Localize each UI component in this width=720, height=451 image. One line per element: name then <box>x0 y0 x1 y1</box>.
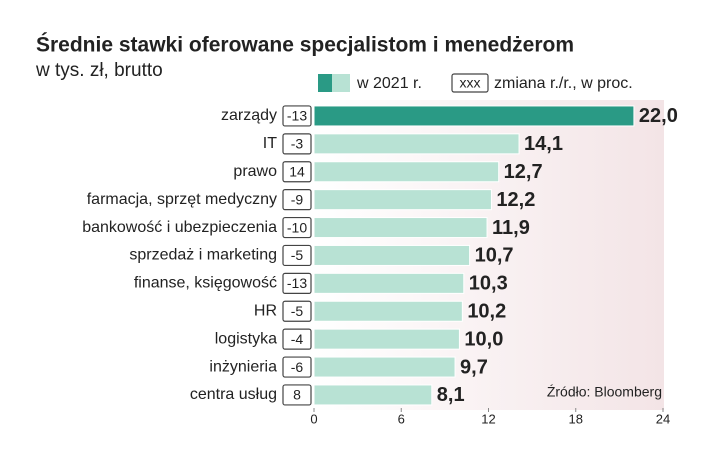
x-tick-label: 0 <box>310 411 317 426</box>
x-tick-label: 18 <box>569 411 583 426</box>
category-label: centra usług <box>190 386 277 403</box>
legend-swatch <box>332 74 350 92</box>
value-label: 9,7 <box>460 356 488 378</box>
category-label: sprzedaż i marketing <box>129 247 277 264</box>
category-label: prawo <box>233 163 277 180</box>
category-label: bankowość i ubezpieczenia <box>82 219 277 236</box>
value-label: 12,7 <box>504 161 543 183</box>
x-tick-label: 12 <box>481 411 495 426</box>
change-label: 8 <box>293 387 301 403</box>
change-label: -5 <box>291 303 304 319</box>
bar <box>313 133 520 155</box>
change-box <box>282 216 312 239</box>
bar <box>313 356 456 378</box>
category-label: IT <box>263 135 277 152</box>
change-box <box>282 356 312 378</box>
change-box <box>282 133 312 155</box>
value-label: 8,1 <box>437 384 465 406</box>
bar <box>313 300 463 322</box>
legend-sample: xxx <box>460 75 481 91</box>
change-box <box>282 300 312 322</box>
bar <box>313 161 500 183</box>
bar <box>313 272 465 294</box>
chart-subtitle: w tys. zł, brutto <box>35 60 163 81</box>
category-label: farmacja, sprzęt medyczny <box>87 191 277 208</box>
change-label: -9 <box>291 191 304 207</box>
change-box <box>282 272 312 294</box>
change-box <box>282 189 312 211</box>
change-box <box>282 328 312 350</box>
change-box <box>282 105 312 127</box>
source: Źródło: Bloomberg <box>547 384 662 400</box>
legend-box <box>451 73 489 93</box>
value-label: 10,7 <box>475 245 514 267</box>
category-label: inżynieria <box>209 358 277 375</box>
legend-label: zmiana r./r., w proc. <box>494 75 633 92</box>
bar <box>313 328 460 350</box>
legend-label: w 2021 r. <box>356 75 422 92</box>
change-label: -13 <box>287 275 307 291</box>
bar <box>313 105 635 127</box>
change-box <box>282 161 312 183</box>
change-label: -6 <box>291 359 304 375</box>
bar <box>313 189 492 211</box>
change-label: 14 <box>289 163 305 179</box>
category-label: logistyka <box>215 330 277 347</box>
change-box <box>282 384 312 406</box>
value-label: 10,3 <box>469 273 508 295</box>
value-label: 12,2 <box>496 189 535 211</box>
change-label: -5 <box>291 247 304 263</box>
legend-swatch <box>318 74 332 92</box>
category-label: zarządy <box>221 107 277 124</box>
category-label: HR <box>254 302 277 319</box>
value-label: 10,2 <box>467 301 506 323</box>
bar <box>313 384 433 406</box>
change-box <box>282 244 312 267</box>
value-label: 14,1 <box>524 133 563 155</box>
value-label: 22,0 <box>639 105 678 127</box>
change-label: -13 <box>287 108 307 124</box>
value-label: 11,9 <box>492 217 530 239</box>
category-label: finanse, księgowość <box>134 275 277 292</box>
bar <box>313 244 471 266</box>
value-label: 10,0 <box>464 328 503 350</box>
x-tick-label: 6 <box>398 411 405 426</box>
change-label: -10 <box>287 219 307 235</box>
bar <box>313 217 488 239</box>
x-tick-label: 24 <box>656 411 670 426</box>
change-label: -3 <box>291 136 304 152</box>
chart-title: Średnie stawki oferowane specjalistom i … <box>36 33 574 57</box>
change-label: -4 <box>291 331 304 347</box>
